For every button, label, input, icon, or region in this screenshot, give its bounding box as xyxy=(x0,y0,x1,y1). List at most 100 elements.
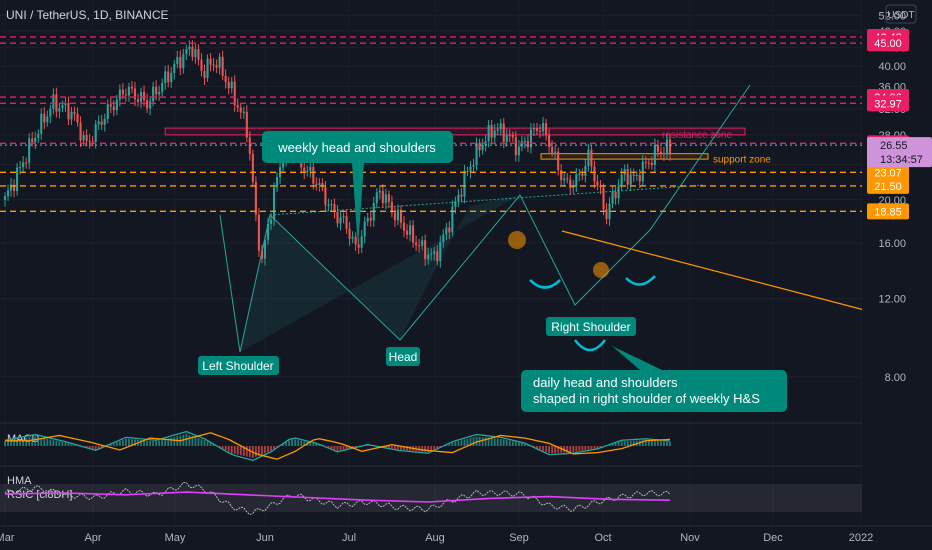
candle-body xyxy=(133,88,137,100)
macd-histogram-bar xyxy=(118,440,121,446)
macd-histogram-bar xyxy=(52,440,55,446)
candle-body xyxy=(31,138,34,143)
candle-body xyxy=(97,121,100,125)
candle-body xyxy=(155,86,158,95)
candle-body xyxy=(442,234,445,243)
annotation-left-shoulder[interactable]: Left Shoulder xyxy=(198,356,279,375)
candle-body xyxy=(357,244,360,248)
candle-body xyxy=(55,94,58,112)
macd-histogram-bar xyxy=(34,436,37,446)
candle-body xyxy=(463,170,466,197)
candle-body xyxy=(188,46,191,50)
macd-histogram-bar xyxy=(351,446,354,448)
candle-body xyxy=(526,140,529,148)
candle-body xyxy=(445,227,448,235)
macd-histogram-bar xyxy=(312,443,315,446)
candle-body xyxy=(152,86,155,102)
label-box xyxy=(386,347,420,366)
currency-button[interactable]: USDT xyxy=(885,4,917,24)
macd-histogram-bar xyxy=(152,440,155,446)
candle-body xyxy=(28,138,31,163)
price-label-text: 32.97 xyxy=(874,98,902,110)
macd-histogram-bar xyxy=(669,441,671,446)
macd-histogram-bar xyxy=(536,446,538,449)
macd-histogram-bar xyxy=(16,439,18,446)
macd-histogram-bar xyxy=(533,446,535,448)
candle-body xyxy=(511,135,514,138)
hs-pattern-outline xyxy=(219,84,751,353)
macd-histogram-bar xyxy=(481,437,484,446)
macd-histogram-bar xyxy=(666,441,668,446)
annotation-right-shoulder[interactable]: Right Shoulder xyxy=(546,317,636,336)
macd-histogram-bar xyxy=(209,442,212,446)
macd-histogram-bar xyxy=(315,443,318,446)
candle-body xyxy=(514,137,517,156)
marker-circle xyxy=(508,231,526,249)
candle-body xyxy=(200,59,203,71)
macd-histogram-bar xyxy=(650,440,653,446)
candle-body xyxy=(221,56,224,76)
y-tick-label: 16.00 xyxy=(878,238,906,250)
macd-histogram-bar xyxy=(551,446,554,454)
candle-body xyxy=(499,123,502,130)
annotation-head[interactable]: Head xyxy=(386,347,420,366)
macd-histogram-bar xyxy=(58,441,61,446)
macd-histogram-bar xyxy=(227,446,230,452)
support-zone xyxy=(540,153,709,160)
candle-body xyxy=(242,111,245,113)
macd-histogram-bar xyxy=(300,440,303,446)
candle-body xyxy=(318,183,321,185)
macd-histogram-bar xyxy=(548,446,550,454)
candle-body xyxy=(61,105,64,109)
candle-body xyxy=(541,123,545,132)
candle-body xyxy=(572,186,575,188)
candle-body xyxy=(164,71,167,83)
macd-histogram-bar xyxy=(40,437,43,446)
macd-histogram-bar xyxy=(173,436,176,446)
annotation-weekly-hs[interactable]: weekly head and shoulders xyxy=(262,131,453,248)
macd-histogram-bar xyxy=(493,438,496,446)
macd-histogram-bar xyxy=(7,440,9,446)
macd-histogram-bar xyxy=(596,446,599,449)
descending-trendline xyxy=(561,230,873,313)
macd-histogram-bar xyxy=(161,439,164,446)
macd-histogram-bar xyxy=(285,442,288,446)
candle-body xyxy=(412,225,415,243)
candle-body xyxy=(421,240,424,246)
candle-body xyxy=(387,194,390,202)
time-axis-bg xyxy=(0,526,932,550)
time-axis[interactable]: Mar Apr May Jun Jul Aug Sep Oct Nov Dec 2022 xyxy=(0,525,932,550)
macd-histogram-bar xyxy=(490,437,493,446)
price-axis[interactable]: 52.0048.0044.0040.0036.0032.0028.0024.00… xyxy=(862,0,932,506)
candle-body xyxy=(342,216,345,218)
macd-histogram-bar xyxy=(206,441,209,446)
candle-body xyxy=(614,191,617,199)
candle-body xyxy=(560,170,563,181)
candle-body xyxy=(469,166,472,172)
candle-body xyxy=(185,49,188,55)
macd-histogram-bar xyxy=(97,446,100,449)
candle-body xyxy=(179,56,182,69)
candle-body xyxy=(121,89,124,95)
candle-body xyxy=(233,81,236,106)
candle-body xyxy=(333,204,336,212)
candle-body xyxy=(91,141,94,143)
macd-histogram-bar xyxy=(520,443,523,446)
candle-body xyxy=(587,149,590,167)
macd-histogram-bar xyxy=(197,438,200,446)
macd-histogram-bar xyxy=(218,446,221,448)
macd-histogram-bar xyxy=(593,446,596,449)
annotation-daily-hs[interactable]: daily head and shoulders shaped in right… xyxy=(521,346,787,412)
candle-body xyxy=(109,104,112,107)
macd-histogram-bar xyxy=(43,438,46,446)
candle-body xyxy=(272,187,276,220)
candle-body xyxy=(396,209,400,221)
candle-body xyxy=(227,81,230,89)
x-tick-label: Aug xyxy=(425,532,445,544)
price-label-text: 21.50 xyxy=(874,181,902,193)
macd-histogram-bar xyxy=(236,446,239,455)
candle-body xyxy=(167,71,170,82)
macd-histogram-bar xyxy=(460,440,463,446)
candle-body xyxy=(490,124,493,138)
